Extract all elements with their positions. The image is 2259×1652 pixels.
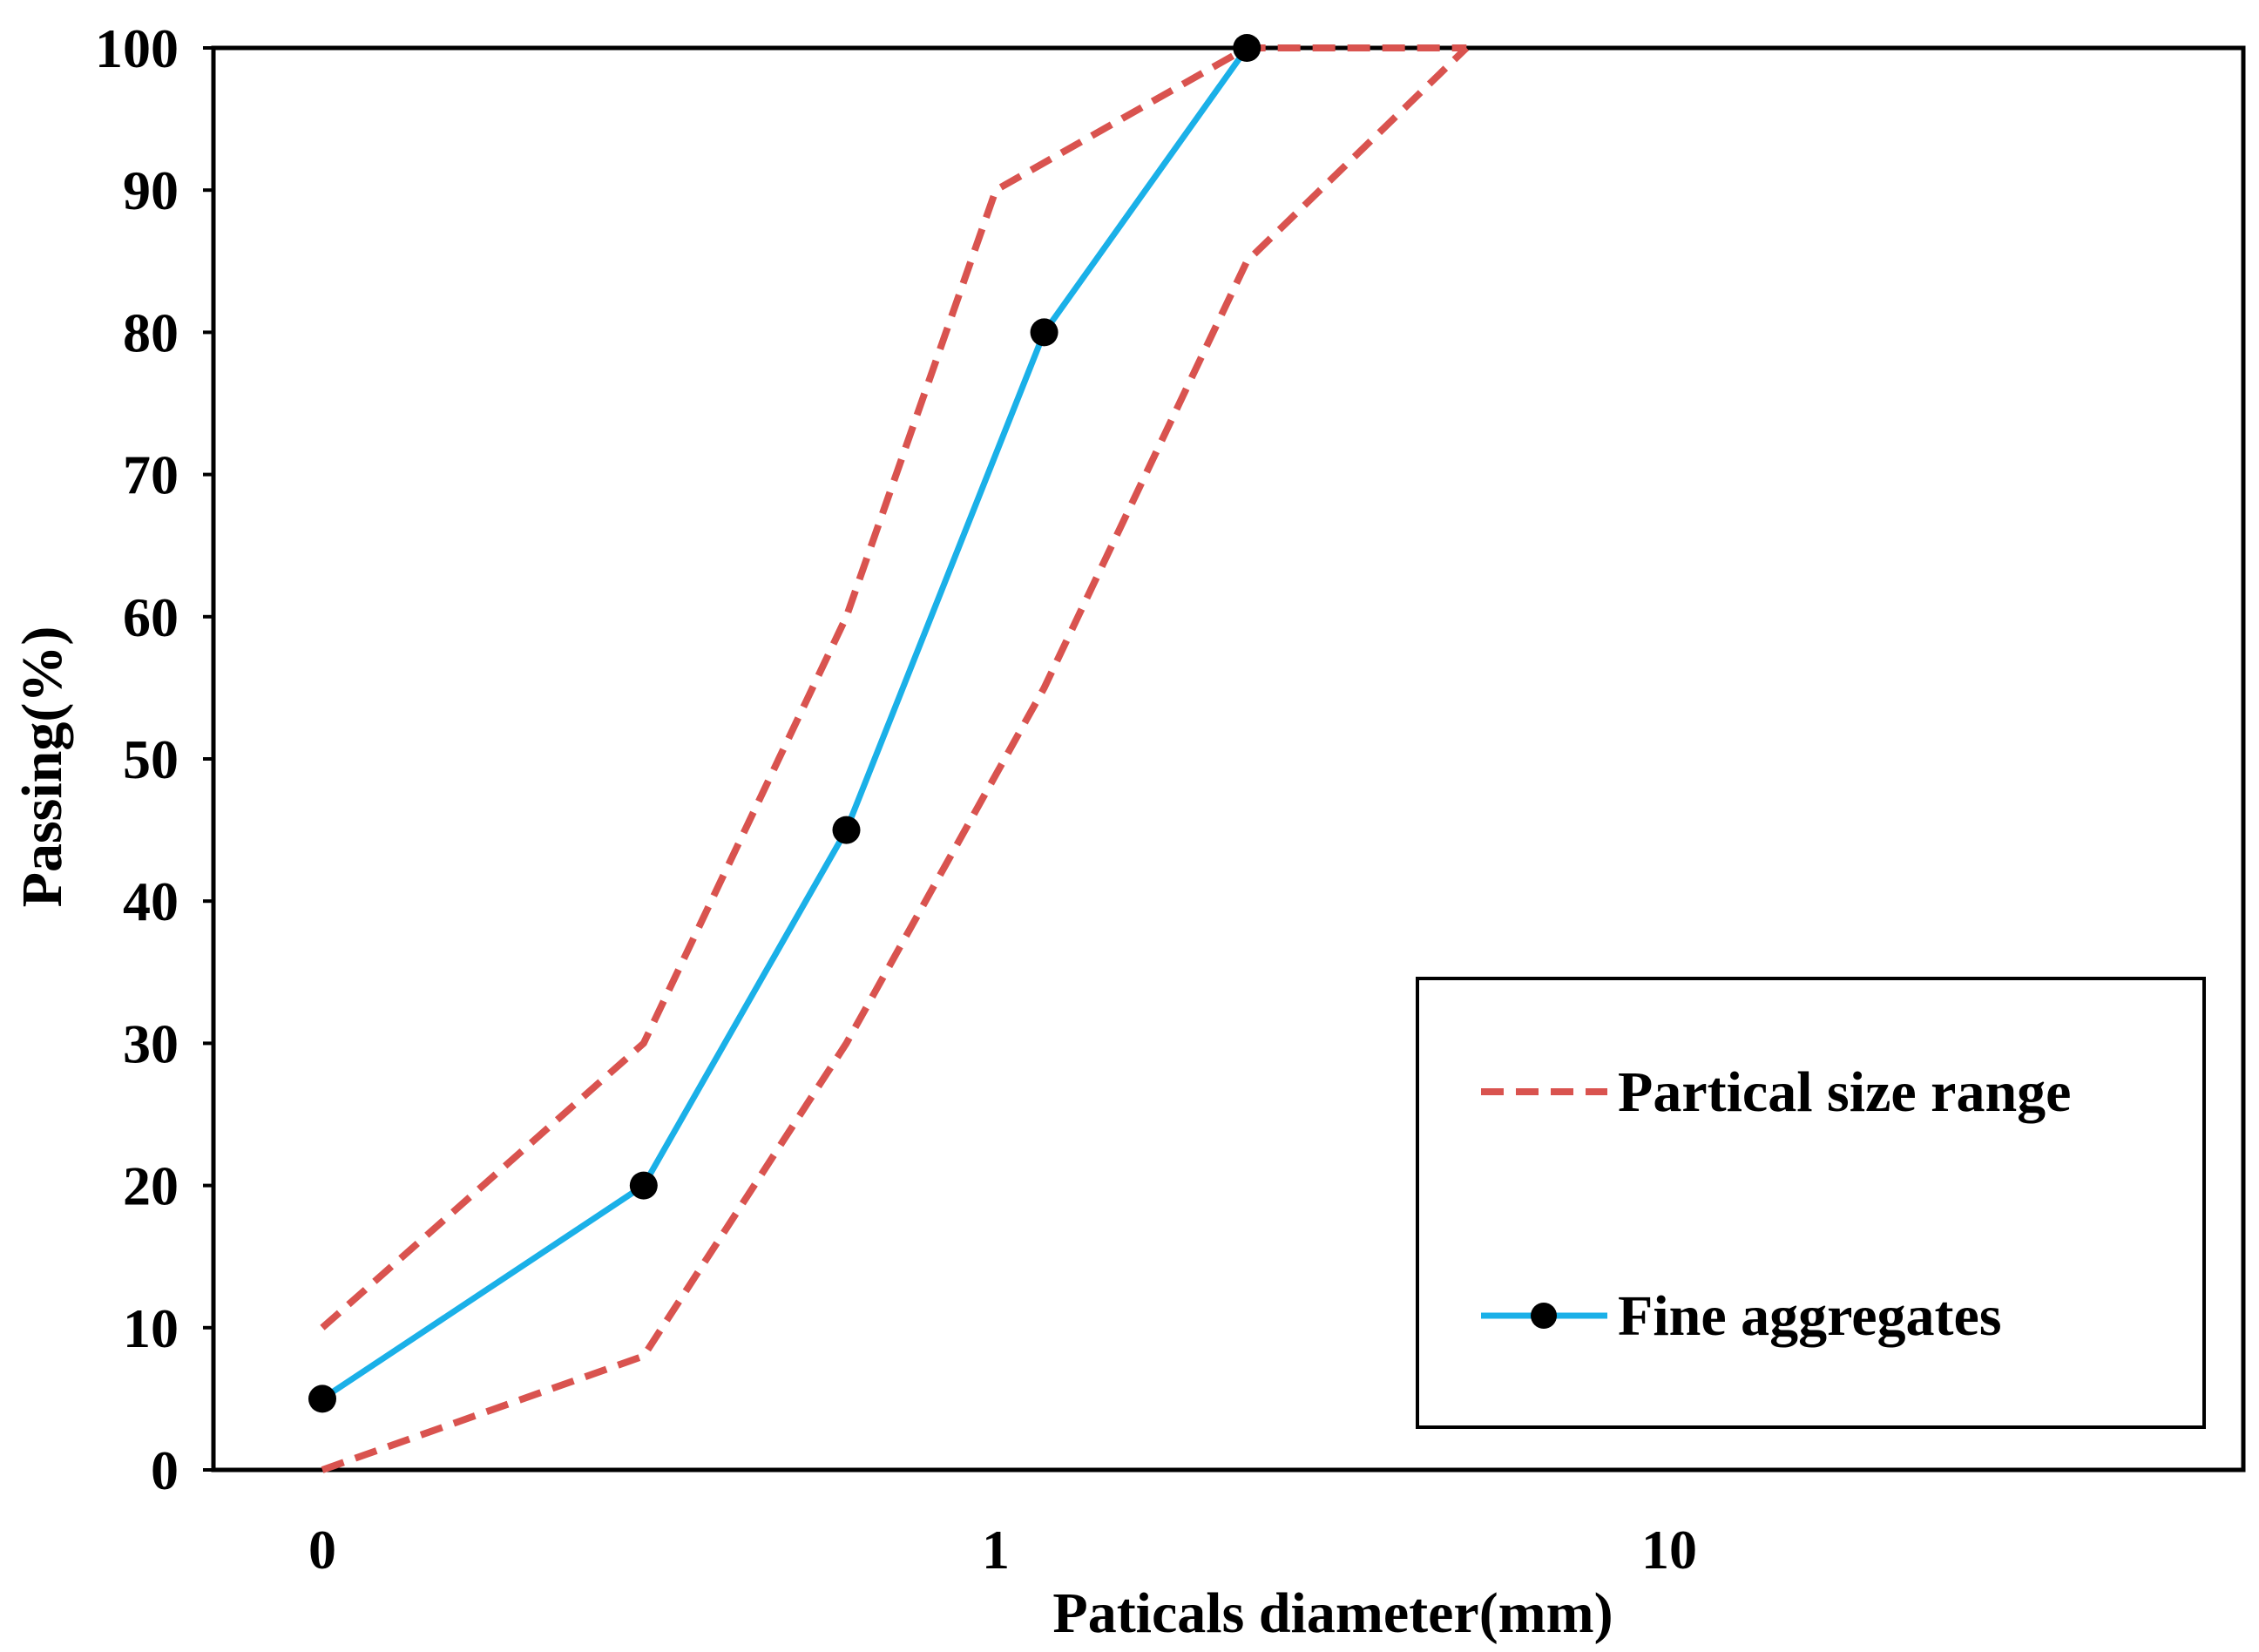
legend: Partical size range Fine aggregates xyxy=(1416,977,2206,1429)
x-tick-label: 10 xyxy=(1641,1519,1697,1581)
y-tick-label: 70 xyxy=(123,444,179,506)
upper-limit-line xyxy=(320,44,1467,1330)
y-tick-label: 80 xyxy=(123,301,179,363)
y-axis-title: Passing(%) xyxy=(10,626,74,908)
fine-aggregates-point xyxy=(1233,34,1261,62)
fine-aggregates-line xyxy=(321,45,1250,1402)
y-tick-label: 50 xyxy=(123,728,179,790)
x-axis-title: Paticals diameter(mm) xyxy=(1052,1581,1613,1645)
y-tick-label: 40 xyxy=(123,870,179,932)
y-tick-label: 60 xyxy=(123,586,179,648)
y-tick-label: 90 xyxy=(123,159,179,221)
fine-aggregates-point xyxy=(308,1385,336,1413)
fine-aggregates-point xyxy=(832,816,861,844)
legend-label-fine: Fine aggregates xyxy=(1618,1284,2002,1348)
lower-limit-line xyxy=(321,45,1470,1473)
x-tick-label: 0 xyxy=(308,1519,336,1581)
series-layer xyxy=(308,34,1470,1473)
y-tick-label: 20 xyxy=(123,1155,179,1217)
legend-marker-fine xyxy=(1531,1303,1557,1329)
fine-aggregates-point xyxy=(629,1171,658,1200)
legend-label-range: Partical size range xyxy=(1618,1060,2071,1124)
y-tick-label: 30 xyxy=(123,1012,179,1074)
legend-box xyxy=(1416,977,2206,1429)
y-tick-label: 10 xyxy=(123,1297,179,1359)
tick-group: 0 10 20 30 40 50 60 70 80 90 100 0 1 10 xyxy=(95,17,1697,1581)
x-tick-label: 1 xyxy=(982,1519,1010,1581)
y-tick-label: 100 xyxy=(95,17,179,79)
y-tick-label: 0 xyxy=(151,1439,179,1501)
fine-aggregates-point xyxy=(1030,318,1058,347)
